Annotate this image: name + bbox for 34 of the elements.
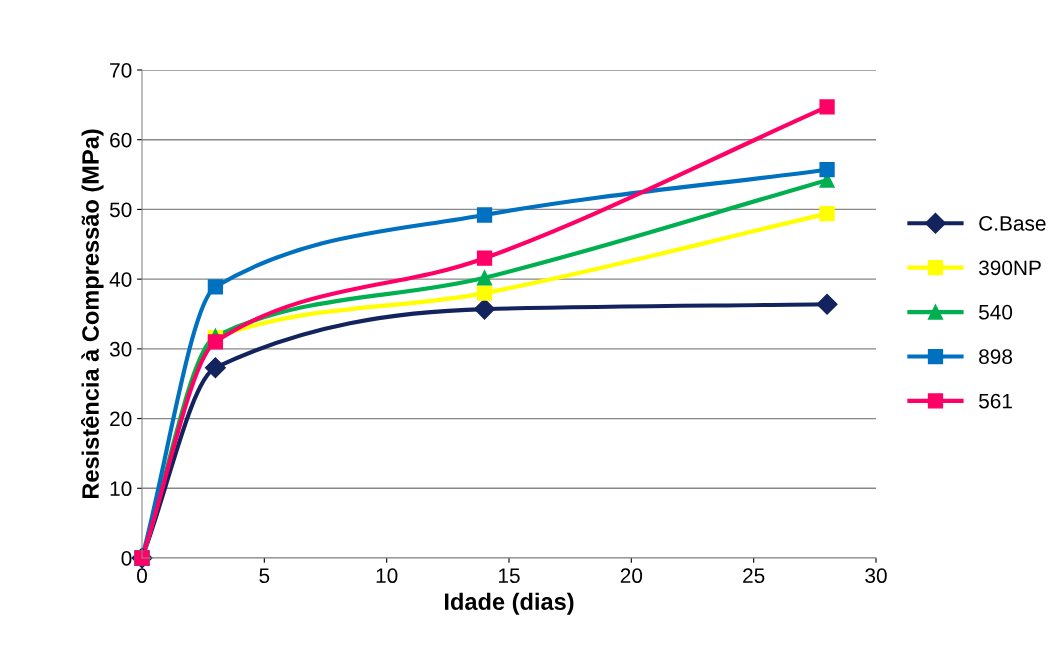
point bbox=[476, 285, 493, 301]
legend-label: 898 bbox=[979, 349, 1013, 365]
x-tick-label: 30 bbox=[865, 568, 887, 584]
point bbox=[204, 357, 226, 379]
point bbox=[819, 205, 835, 222]
point bbox=[207, 279, 224, 295]
y-tick-label: 50 bbox=[109, 202, 132, 218]
y-tick-label: 30 bbox=[109, 341, 132, 357]
y-tick-label: 70 bbox=[110, 63, 132, 78]
point bbox=[207, 334, 224, 350]
point bbox=[816, 293, 838, 315]
legend-label: C.Base bbox=[979, 216, 1046, 231]
y-tick-label: 20 bbox=[110, 411, 132, 427]
legend-label: 390NP bbox=[978, 260, 1041, 276]
x-axis-title: Idade (dias) bbox=[444, 592, 574, 615]
x-tick-label: 20 bbox=[620, 568, 643, 584]
legend-label: 540 bbox=[979, 304, 1013, 320]
y-tick-label: 40 bbox=[109, 272, 132, 287]
y-tick-label: 60 bbox=[110, 132, 132, 148]
y-axis-title: Resistência à Compressão (MPa) bbox=[81, 129, 104, 499]
y-tick-label: 10 bbox=[110, 481, 132, 497]
x-tick-label: 15 bbox=[499, 568, 520, 584]
point bbox=[819, 99, 835, 115]
point bbox=[474, 298, 496, 320]
x-tick-label: 25 bbox=[743, 568, 765, 584]
point bbox=[819, 162, 835, 178]
x-tick-label: 0 bbox=[137, 568, 147, 584]
point bbox=[476, 270, 493, 286]
point bbox=[476, 207, 493, 223]
legend-label: 561 bbox=[979, 393, 1012, 409]
point bbox=[476, 250, 493, 266]
x-tick-label: 10 bbox=[376, 568, 398, 584]
y-tick-label: 0 bbox=[121, 551, 132, 566]
x-tick-label: 5 bbox=[259, 568, 270, 584]
